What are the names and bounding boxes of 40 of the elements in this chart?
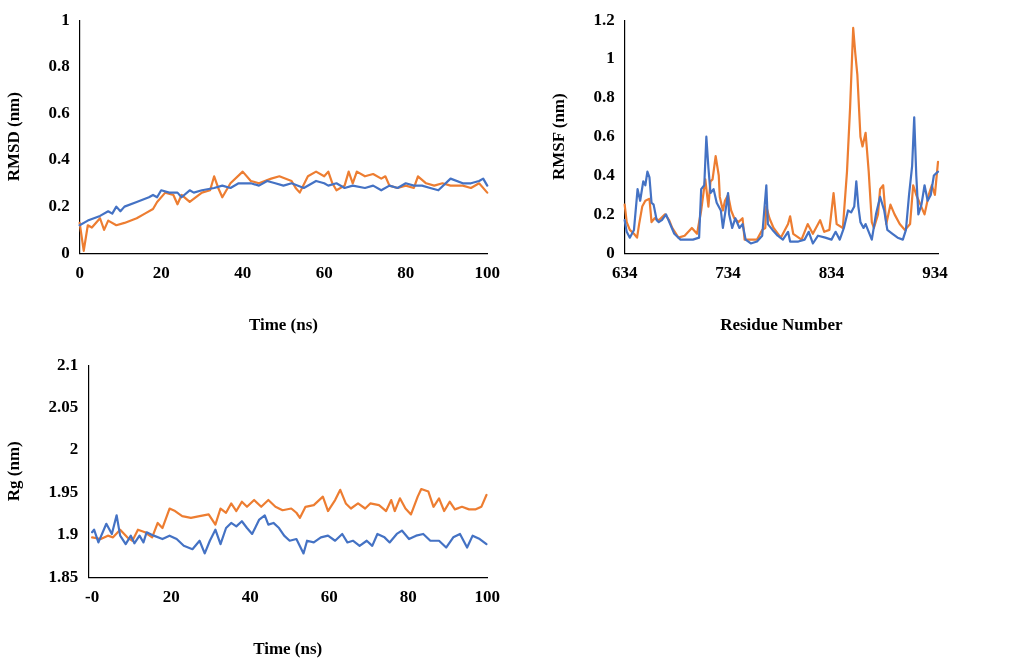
y-tick-label: 2	[69, 439, 79, 459]
y-tick-label: 0	[61, 242, 70, 262]
x-tick-label: 834	[818, 262, 845, 282]
y-tick-label: 1.2	[593, 9, 615, 29]
x-axis-title: Time (ns)	[253, 639, 323, 659]
x-tick-label: 20	[152, 262, 170, 282]
x-tick-label: 80	[397, 262, 415, 282]
x-tick-label: 734	[715, 262, 742, 282]
y-tick-label: 1.9	[56, 524, 79, 544]
x-tick-label: 634	[611, 262, 638, 282]
x-tick-label: 20	[162, 586, 180, 606]
x-tick-label: 60	[315, 262, 333, 282]
y-tick-label: 1	[61, 9, 70, 29]
y-axis-title: RMSD (nm)	[3, 92, 23, 182]
y-tick-label: 2.05	[48, 396, 79, 416]
x-tick-label: 100	[474, 262, 500, 282]
y-tick-label: 0.4	[48, 149, 71, 169]
y-tick-label: 1	[606, 48, 615, 68]
y-tick-label: 0.8	[593, 87, 615, 107]
y-tick-label: 0.6	[48, 102, 70, 122]
y-tick-label: 0.2	[593, 203, 615, 223]
y-tick-label: 0.4	[593, 164, 616, 184]
x-tick-label: 934	[922, 262, 949, 282]
y-tick-label: 1.95	[48, 481, 79, 501]
y-tick-label: 0.6	[593, 126, 615, 146]
y-tick-label: 0	[606, 242, 615, 262]
y-axis-title: RMSF (nm)	[548, 93, 568, 181]
x-axis-title: Residue Number	[720, 315, 843, 335]
x-tick-label: 100	[474, 586, 500, 606]
x-tick-label: 60	[320, 586, 338, 606]
x-tick-label: -0	[85, 586, 100, 606]
y-axis-title: Rg (nm)	[3, 441, 23, 502]
y-tick-label: 0.2	[48, 195, 70, 215]
x-tick-label: 40	[234, 262, 252, 282]
y-tick-label: 1.85	[48, 566, 79, 586]
x-tick-label: 80	[399, 586, 417, 606]
y-tick-label: 2.1	[56, 354, 79, 374]
y-tick-label: 0.8	[48, 56, 70, 76]
x-tick-label: 40	[241, 586, 259, 606]
x-axis-title: Time (ns)	[248, 315, 318, 335]
